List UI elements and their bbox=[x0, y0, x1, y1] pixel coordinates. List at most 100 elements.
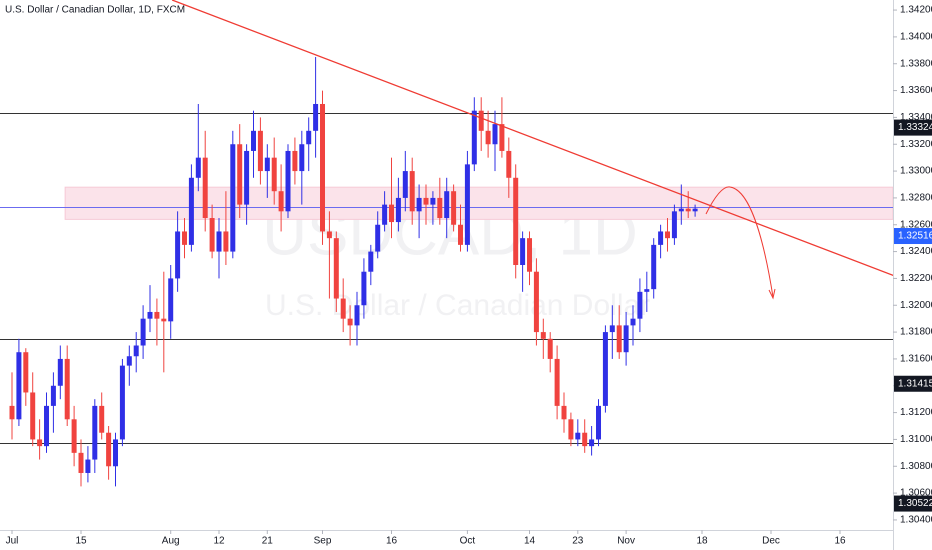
y-tick-label: 1.34200 bbox=[900, 5, 932, 16]
candle-body bbox=[85, 459, 91, 473]
y-tick-label: 1.32200 bbox=[900, 273, 932, 284]
candle-body bbox=[257, 130, 263, 172]
candle-body bbox=[361, 271, 367, 306]
candle-body bbox=[678, 208, 684, 212]
candle-body bbox=[244, 150, 250, 205]
candle-body bbox=[126, 356, 132, 366]
candle-body bbox=[30, 392, 36, 440]
x-tick-label: 12 bbox=[213, 536, 225, 547]
projection-arrow bbox=[705, 186, 774, 298]
x-tick-label: 15 bbox=[75, 536, 87, 547]
candle-body bbox=[340, 298, 346, 319]
candle-body bbox=[354, 305, 360, 326]
candle-body bbox=[9, 405, 15, 420]
candle-body bbox=[471, 110, 477, 165]
candle-body bbox=[402, 171, 408, 198]
candle-body bbox=[485, 130, 491, 145]
candle-body bbox=[37, 439, 43, 447]
candle-body bbox=[630, 318, 636, 326]
candle-body bbox=[602, 332, 608, 406]
candle-body bbox=[16, 352, 22, 420]
candle-body bbox=[271, 157, 277, 192]
y-tick-label: 1.32400 bbox=[900, 246, 932, 257]
candle-body bbox=[50, 385, 56, 406]
candle-body bbox=[547, 338, 553, 359]
candle-body bbox=[64, 358, 70, 420]
y-tick-label: 1.34000 bbox=[900, 32, 932, 43]
candle-body bbox=[533, 271, 539, 333]
candle-body bbox=[188, 177, 194, 245]
x-tick-label: 18 bbox=[696, 536, 708, 547]
price-marker bbox=[894, 228, 932, 245]
candle-body bbox=[216, 231, 222, 252]
candle-body bbox=[513, 177, 519, 265]
candle-body bbox=[540, 332, 546, 339]
price-marker-label: 1.32516 bbox=[898, 231, 932, 242]
candle-body bbox=[527, 238, 533, 272]
price-marker-label: 1.33324 bbox=[898, 122, 932, 133]
x-tick-label: 16 bbox=[386, 536, 398, 547]
candle-body bbox=[499, 124, 505, 151]
y-tick-label: 1.32000 bbox=[900, 300, 932, 311]
candle-body bbox=[285, 150, 291, 212]
y-tick-label: 1.32800 bbox=[900, 193, 932, 204]
x-tick-label: Sep bbox=[314, 536, 332, 547]
candle-body bbox=[106, 432, 112, 467]
candle-body bbox=[444, 191, 450, 219]
candle-body bbox=[119, 365, 125, 440]
candle-body bbox=[623, 325, 629, 353]
candle-body bbox=[57, 358, 63, 386]
price-marker-label: 1.30522 bbox=[898, 498, 932, 509]
candle-body bbox=[671, 211, 677, 239]
candle-body bbox=[685, 208, 691, 212]
candle-body bbox=[92, 405, 98, 460]
candle-body bbox=[347, 318, 353, 326]
candle-body bbox=[147, 311, 153, 319]
candle-body bbox=[409, 171, 415, 212]
candle-body bbox=[382, 204, 388, 225]
candle-body bbox=[299, 144, 305, 172]
candle-body bbox=[458, 224, 464, 245]
candle-body bbox=[506, 150, 512, 178]
y-tick-label: 1.33000 bbox=[900, 166, 932, 177]
x-tick-label: 14 bbox=[524, 536, 536, 547]
y-tick-label: 1.31200 bbox=[900, 407, 932, 418]
y-tick-label: 1.31800 bbox=[900, 327, 932, 338]
x-tick-label: 16 bbox=[834, 536, 846, 547]
candle-body bbox=[616, 325, 622, 353]
x-tick-label: Oct bbox=[460, 536, 476, 547]
candle-body bbox=[202, 157, 208, 219]
y-tick-label: 1.30800 bbox=[900, 461, 932, 472]
candle-body bbox=[320, 103, 326, 232]
candle-body bbox=[133, 345, 139, 357]
candle-body bbox=[333, 238, 339, 299]
candle-body bbox=[430, 197, 436, 205]
x-tick-label: Nov bbox=[617, 536, 635, 547]
candle-body bbox=[692, 208, 698, 212]
candle-body bbox=[375, 224, 381, 252]
candle-body bbox=[292, 150, 298, 172]
price-marker bbox=[894, 119, 932, 136]
candle-body bbox=[161, 318, 167, 322]
candle-body bbox=[230, 144, 236, 252]
candle-body bbox=[389, 204, 395, 223]
candle-body bbox=[658, 231, 664, 245]
candle-body bbox=[251, 130, 257, 151]
x-tick-label: 23 bbox=[572, 536, 584, 547]
candle-body bbox=[237, 144, 243, 205]
x-tick-label: Aug bbox=[162, 536, 180, 547]
candle-body bbox=[182, 231, 188, 245]
candle-body bbox=[589, 439, 595, 447]
candle-body bbox=[195, 157, 201, 178]
candle-body bbox=[561, 405, 567, 420]
candle-body bbox=[326, 231, 332, 239]
candle-body bbox=[44, 405, 50, 447]
candle-body bbox=[423, 197, 429, 205]
candle-body bbox=[313, 103, 319, 131]
candle-body bbox=[492, 124, 498, 145]
projection-arrowhead bbox=[768, 288, 776, 300]
candle-body bbox=[223, 231, 229, 252]
candle-body bbox=[416, 197, 422, 212]
candle-body bbox=[175, 231, 181, 279]
